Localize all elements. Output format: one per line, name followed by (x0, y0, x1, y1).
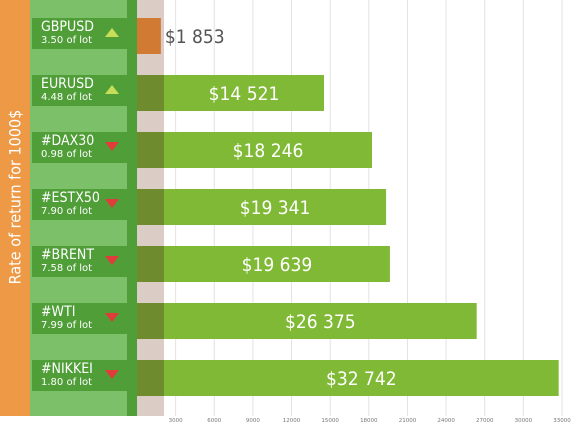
triangle-down-icon (105, 370, 119, 379)
lot-size: 7.99 of lot (41, 320, 93, 331)
panel-edge (127, 0, 137, 416)
lot-size: 4.48 of lot (41, 92, 93, 103)
instrument-name: #WTI (41, 304, 76, 320)
instrument-name: GBPUSD (41, 19, 94, 35)
bar (137, 360, 559, 396)
triangle-down-icon (105, 199, 119, 208)
lot-size: 7.58 of lot (41, 263, 93, 274)
x-tick-label: 21000 (399, 418, 417, 424)
bar-value-label: $1 853 (165, 26, 225, 48)
bar-base (137, 75, 164, 111)
bar-base (137, 132, 164, 168)
instrument-label-brent: #BRENT 7.58 of lot (32, 246, 127, 277)
bar-value-label: $19 341 (240, 197, 311, 219)
instrument-name: #BRENT (41, 247, 95, 263)
bar-value-label: $26 375 (285, 311, 356, 333)
x-tick-label: 27000 (476, 418, 494, 424)
bar (137, 303, 477, 339)
instrument-name: #ESTX50 (41, 190, 100, 206)
bar (137, 75, 325, 111)
x-tick-label: 3000 (169, 418, 183, 424)
triangle-up-icon (105, 28, 119, 37)
instrument-name: EURUSD (41, 76, 94, 92)
bar-value-label: $14 521 (209, 83, 280, 105)
instrument-label-gbpusd: GBPUSD 3.50 of lot (32, 18, 127, 49)
lot-size: 0.98 of lot (41, 149, 93, 160)
x-tick-label: 24000 (437, 418, 455, 424)
bar-base (137, 360, 164, 396)
instrument-label-estx50: #ESTX50 7.90 of lot (32, 189, 127, 220)
triangle-down-icon (105, 142, 119, 151)
x-tick-label: 33000 (553, 418, 571, 424)
triangle-down-icon (105, 313, 119, 322)
bar-base (137, 303, 164, 339)
y-axis-band (0, 0, 30, 416)
bar-base (137, 246, 164, 282)
x-tick-label: 9000 (246, 418, 260, 424)
instrument-name: #DAX30 (41, 133, 95, 149)
lot-size: 1.80 of lot (41, 377, 93, 388)
bar-base (137, 189, 164, 225)
instrument-label-eurusd: EURUSD 4.48 of lot (32, 75, 127, 106)
bar (137, 246, 390, 282)
instrument-label-wti: #WTI 7.99 of lot (32, 303, 127, 334)
instrument-label-nikkei: #NIKKEI 1.80 of lot (32, 360, 127, 391)
bar-value-label: $19 639 (242, 254, 313, 276)
bar (137, 132, 372, 168)
instrument-name: #NIKKEI (41, 361, 93, 377)
lot-size: 3.50 of lot (41, 35, 93, 46)
x-tick-label: 15000 (321, 418, 339, 424)
bar (137, 18, 161, 54)
x-tick-label: 18000 (360, 418, 378, 424)
bar-value-label: $18 246 (233, 140, 304, 162)
triangle-down-icon (105, 256, 119, 265)
bar-value-label: $32 742 (326, 368, 397, 390)
instrument-label-dax30: #DAX30 0.98 of lot (32, 132, 127, 163)
triangle-up-icon (105, 85, 119, 94)
x-tick-label: 30000 (515, 418, 533, 424)
lot-size: 7.90 of lot (41, 206, 93, 217)
x-tick-label: 12000 (283, 418, 301, 424)
x-tick-label: 6000 (207, 418, 221, 424)
bar (137, 189, 387, 225)
